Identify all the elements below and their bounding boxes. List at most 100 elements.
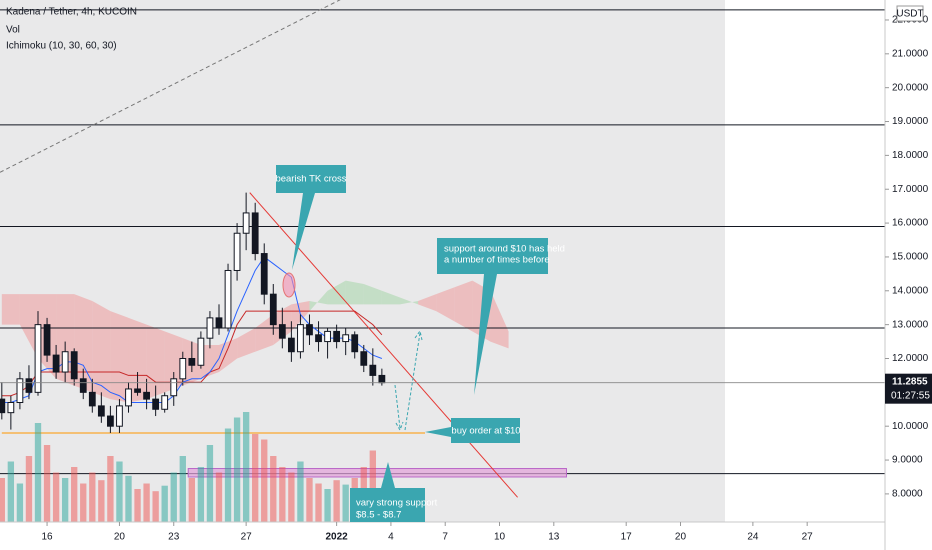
- candle-body: [251, 212, 259, 255]
- candle-body: [206, 317, 214, 339]
- volume-bar: [224, 428, 232, 522]
- volume-bar: [215, 472, 223, 522]
- indicator-label: Vol: [6, 25, 20, 36]
- volume-bar: [197, 467, 205, 522]
- x-tick-label: 20: [675, 532, 687, 543]
- callout: [425, 418, 520, 443]
- x-tick-label: 20: [114, 532, 126, 543]
- candle-body: [197, 337, 205, 366]
- cloud-segment: [146, 324, 165, 400]
- volume-bar: [134, 489, 141, 522]
- candle-body: [224, 269, 232, 329]
- volume-bar: [0, 478, 5, 522]
- plot: [0, 0, 885, 522]
- y-tick-label: 13.0000: [892, 319, 929, 330]
- callout-text: a number of times before: [444, 255, 550, 266]
- candle-body: [88, 391, 96, 407]
- callout: [350, 462, 425, 522]
- cross-marker: [282, 272, 296, 298]
- candle-body: [79, 378, 87, 393]
- candle-body: [287, 337, 295, 353]
- y-tick-label: 18.0000: [892, 150, 929, 161]
- y-tick-label: 10.0000: [892, 421, 929, 432]
- volume-bar: [43, 445, 51, 522]
- y-tick-label: 8.0000: [892, 489, 923, 500]
- candle-body: [351, 334, 359, 353]
- candle-body: [306, 324, 313, 336]
- volume-bar: [71, 467, 78, 522]
- x-tick-label: 13: [548, 532, 560, 543]
- candle-body: [16, 378, 24, 404]
- candle-body: [333, 330, 341, 343]
- candle-body: [43, 324, 51, 356]
- shaded-region: [0, 0, 725, 522]
- cloud-segment: [381, 290, 400, 305]
- x-tick-label: 27: [241, 532, 253, 543]
- volume-bar: [61, 478, 69, 522]
- callout-text: bearish TK cross: [275, 174, 346, 185]
- projection-arrow: [394, 329, 423, 432]
- price-label: 11.2855: [892, 376, 928, 387]
- candle-body: [215, 317, 223, 329]
- cloud-segment: [436, 287, 455, 322]
- y-tick-label: 12.0000: [892, 353, 929, 364]
- volume-bar: [206, 445, 214, 522]
- volume-bar: [170, 472, 177, 522]
- x-tick-label: 7: [442, 532, 448, 543]
- volume-bar: [270, 456, 277, 522]
- candle-body: [143, 391, 150, 400]
- volume-bar: [242, 412, 250, 522]
- volume-bar: [98, 480, 105, 522]
- volume-bar: [252, 434, 259, 522]
- volume-bar: [107, 456, 114, 522]
- volume-bar: [188, 478, 196, 522]
- y-tick-label: 20.0000: [892, 82, 929, 93]
- callout-text: $8.5 - $8.7: [356, 510, 401, 521]
- volume-bar: [80, 483, 87, 522]
- candle-body: [61, 351, 69, 373]
- volume-bar: [342, 484, 349, 522]
- x-tick-label: 4: [388, 532, 394, 543]
- candle-body: [315, 334, 322, 343]
- cloud-segment: [92, 300, 111, 400]
- cloud-segment: [1, 294, 20, 325]
- candle-body: [125, 388, 132, 407]
- cloud-segment: [399, 297, 419, 305]
- candle-body: [170, 378, 178, 397]
- y-tick-label: 17.0000: [892, 184, 929, 195]
- candle-body: [233, 232, 241, 271]
- cloud-segment: [19, 294, 39, 359]
- volume-bar: [233, 417, 241, 522]
- volume-bar: [315, 483, 322, 522]
- x-tick-label: 2022: [326, 532, 349, 543]
- callout: [437, 238, 548, 395]
- x-tick-label: 17: [621, 532, 633, 543]
- candle-body: [52, 354, 60, 373]
- volume-bar: [89, 472, 96, 522]
- y-tick-label: 19.0000: [892, 116, 929, 127]
- y-tick-label: 16.0000: [892, 218, 929, 229]
- countdown-label: 01:27:55: [891, 390, 930, 401]
- cloud-segment: [110, 311, 129, 403]
- candle-body: [260, 253, 268, 295]
- cloud-segment: [255, 314, 274, 352]
- candle-body: [360, 351, 368, 366]
- cloud-segment: [56, 294, 75, 386]
- candle-body: [97, 405, 105, 417]
- y-tick-label: 21.0000: [892, 48, 929, 59]
- dashed-trend-line: [0, 0, 341, 173]
- candle-body: [297, 324, 304, 353]
- x-tick-label: 23: [168, 532, 180, 543]
- candle-body: [0, 398, 6, 414]
- candle-body: [278, 324, 286, 339]
- candle-body: [7, 402, 15, 414]
- cloud-segment: [74, 294, 93, 393]
- cloud-segment: [490, 290, 509, 349]
- callout-text: support around $10 has held: [444, 244, 565, 255]
- candle-body: [179, 357, 187, 380]
- candle-body: [378, 374, 386, 384]
- candle-body: [134, 388, 141, 393]
- volume-bar: [34, 423, 42, 522]
